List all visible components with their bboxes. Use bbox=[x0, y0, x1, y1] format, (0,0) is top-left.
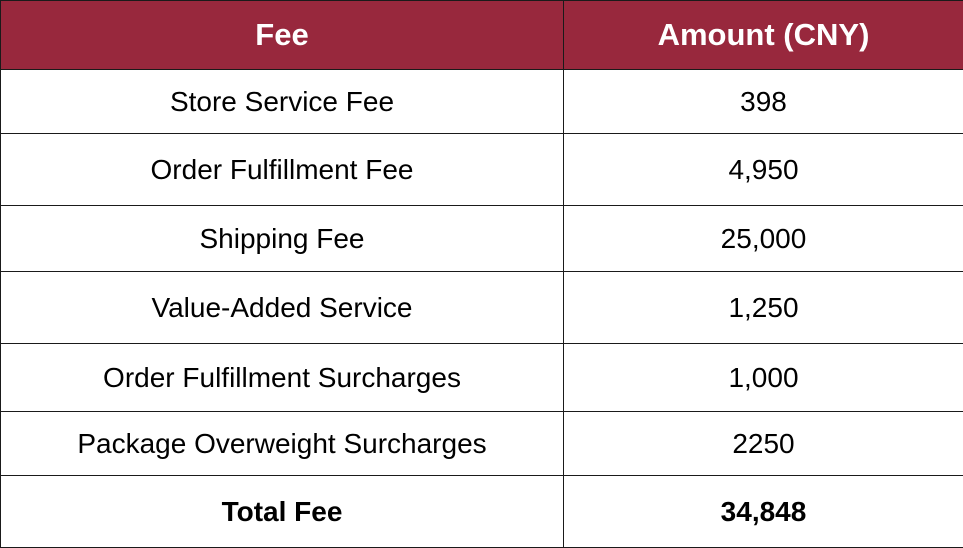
fee-cell: Value-Added Service bbox=[1, 272, 564, 344]
table-row: Order Fulfillment Fee 4,950 bbox=[1, 134, 963, 206]
table-row: Order Fulfillment Surcharges 1,000 bbox=[1, 344, 963, 412]
amount-cell: 4,950 bbox=[564, 134, 963, 206]
header-row: Fee Amount (CNY) bbox=[1, 1, 963, 70]
amount-column-header: Amount (CNY) bbox=[564, 1, 963, 70]
total-label-cell: Total Fee bbox=[1, 476, 564, 548]
table-row: Store Service Fee 398 bbox=[1, 70, 963, 134]
table-row: Package Overweight Surcharges 2250 bbox=[1, 412, 963, 476]
table-header: Fee Amount (CNY) bbox=[1, 1, 963, 70]
amount-cell: 1,250 bbox=[564, 272, 963, 344]
total-amount-cell: 34,848 bbox=[564, 476, 963, 548]
fee-cell: Order Fulfillment Surcharges bbox=[1, 344, 564, 412]
table-row: Shipping Fee 25,000 bbox=[1, 206, 963, 272]
fee-cell: Order Fulfillment Fee bbox=[1, 134, 564, 206]
fee-cell: Store Service Fee bbox=[1, 70, 564, 134]
fee-cell: Shipping Fee bbox=[1, 206, 564, 272]
amount-cell: 2250 bbox=[564, 412, 963, 476]
amount-cell: 1,000 bbox=[564, 344, 963, 412]
amount-cell: 25,000 bbox=[564, 206, 963, 272]
total-row: Total Fee 34,848 bbox=[1, 476, 963, 548]
table-body: Store Service Fee 398 Order Fulfillment … bbox=[1, 70, 963, 548]
table-row: Value-Added Service 1,250 bbox=[1, 272, 963, 344]
fee-column-header: Fee bbox=[1, 1, 564, 70]
fee-cell: Package Overweight Surcharges bbox=[1, 412, 564, 476]
amount-cell: 398 bbox=[564, 70, 963, 134]
